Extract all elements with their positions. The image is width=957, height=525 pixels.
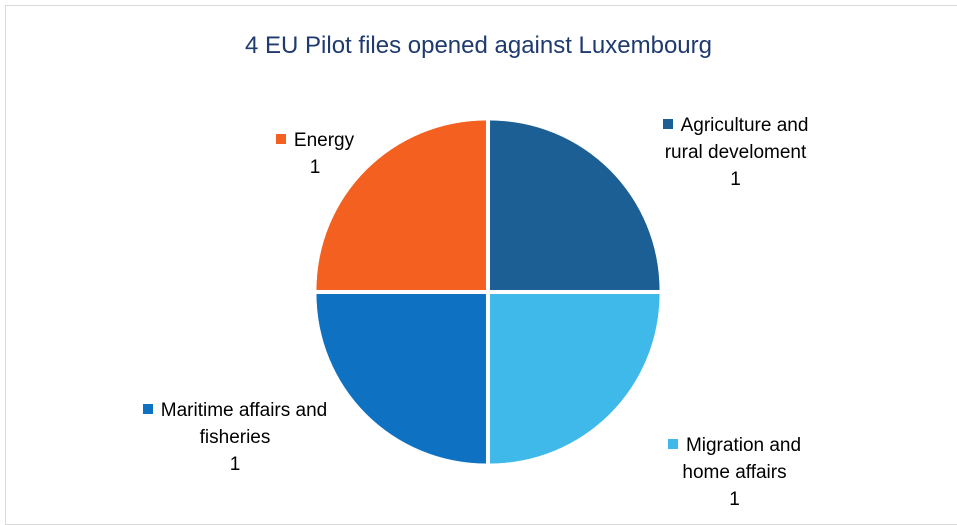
legend-marker [275,134,286,144]
value-label: 1 [229,454,241,475]
chart-title: 4 EU Pilot files opened against Luxembou… [245,32,712,59]
value-label: 1 [309,157,321,178]
pie-slice [489,293,661,465]
pie-slice [315,293,487,465]
pie-slice [489,119,661,291]
label-name: Energy [235,127,395,154]
label-name: Maritime affairs and fisheries [140,397,330,451]
category-label: Agriculture and rural develoment [664,115,809,163]
value-label: 1 [730,169,741,190]
slice-label: Energy 1 [235,127,395,181]
category-label: Maritime affairs and fisheries [160,400,328,448]
value-label: 1 [729,489,740,510]
category-label: Migration and home affairs [682,435,802,483]
label-name: Migration and home affairs [652,432,817,486]
chart [315,119,661,465]
slice-label: Maritime affairs and fisheries 1 [140,397,330,478]
label-name: Agriculture and rural develoment [648,112,823,166]
legend-marker [142,404,153,414]
legend-marker [662,119,673,129]
slice-label: Agriculture and rural develoment 1 [648,112,823,193]
pie-slice [315,119,487,291]
slice-label: Migration and home affairs 1 [652,432,817,513]
page: 4 EU Pilot files opened against Luxembou… [5,5,957,525]
category-label: Energy [293,130,355,151]
legend-marker [667,439,678,449]
